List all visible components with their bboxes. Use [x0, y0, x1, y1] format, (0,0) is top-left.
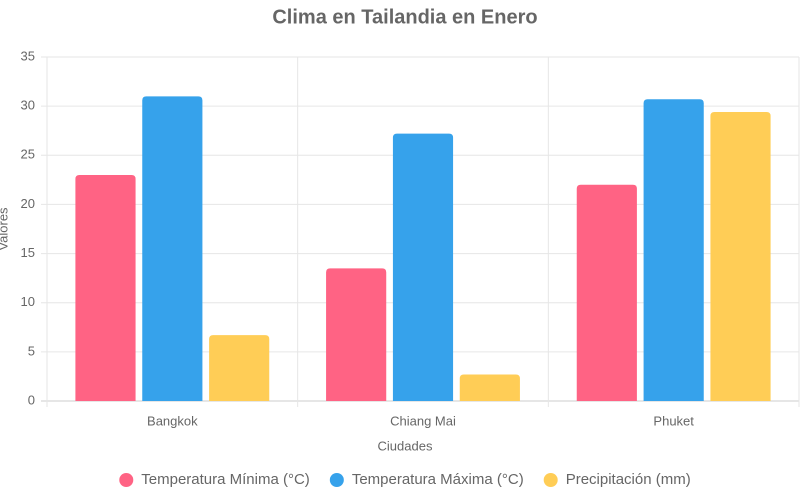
y-tick-label: 35: [21, 48, 35, 63]
chart-title: Clima en Tailandia en Enero: [272, 6, 537, 28]
x-tick-label: Bangkok: [147, 413, 198, 428]
bar: [643, 99, 704, 402]
x-tick-label: Phuket: [653, 413, 694, 428]
bar: [326, 268, 387, 401]
y-tick-label: 20: [21, 196, 35, 211]
legend-label: Temperatura Máxima (°C): [352, 471, 524, 488]
bar: [392, 133, 454, 402]
y-axis-title: Valores: [0, 207, 10, 251]
bar: [459, 374, 520, 401]
y-tick-label: 10: [21, 294, 35, 309]
y-tick-label: 30: [21, 98, 35, 113]
x-axis-title: Ciudades: [378, 438, 433, 453]
y-tick-label: 5: [28, 343, 35, 358]
legend-marker: [543, 473, 558, 487]
legend-marker: [329, 473, 344, 487]
y-tick-label: 25: [21, 147, 35, 162]
legend-label: Temperatura Mínima (°C): [141, 471, 310, 488]
y-tick-label: 15: [21, 245, 35, 260]
legend-label: Precipitación (mm): [566, 471, 691, 488]
legend-marker: [119, 473, 134, 487]
bar: [142, 96, 203, 402]
bar: [75, 174, 136, 401]
y-tick-label: 0: [28, 392, 35, 407]
x-tick-label: Chiang Mai: [390, 413, 456, 428]
bar: [209, 335, 270, 401]
bar: [710, 112, 771, 401]
bar: [576, 184, 637, 401]
